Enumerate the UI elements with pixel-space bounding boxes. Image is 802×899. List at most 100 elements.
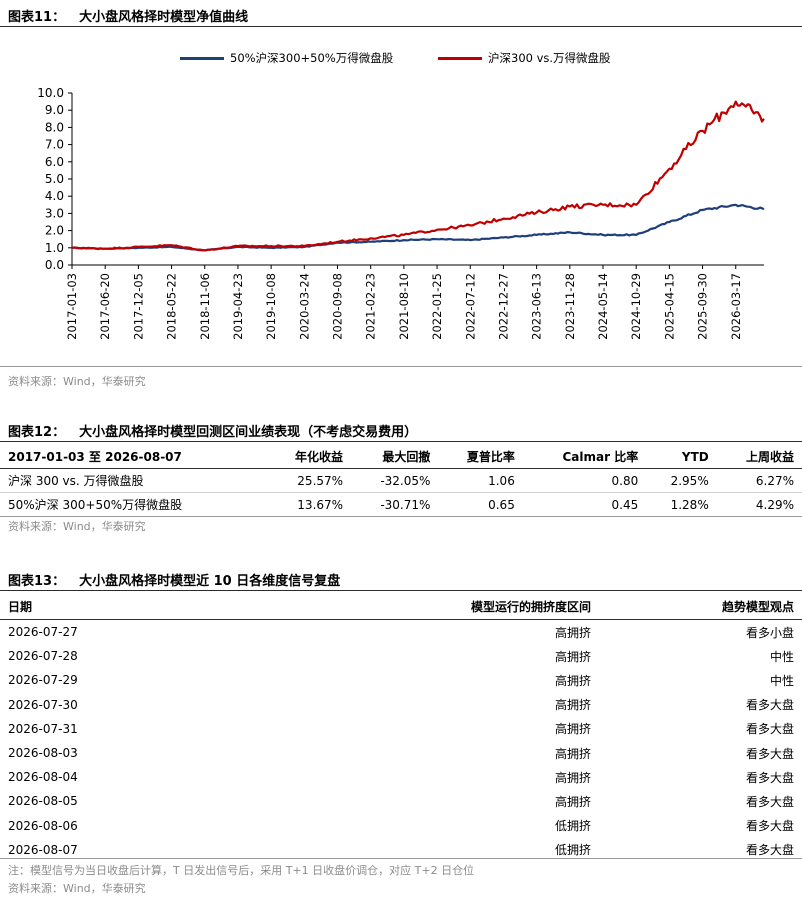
y-tick-label: 3.0 bbox=[45, 206, 64, 220]
row-annual-return: 13.67% bbox=[297, 497, 344, 512]
x-tick-label: 2022-07-12 bbox=[463, 273, 477, 340]
figure-11-title: 图表11： 大小盘风格择时模型净值曲线 bbox=[8, 6, 248, 25]
row-annual-return: 25.57% bbox=[297, 473, 344, 488]
y-tick-label: 7.0 bbox=[45, 138, 64, 152]
figure-13-rule bbox=[0, 590, 802, 591]
figure-13-note: 注：模型信号为当日收盘后计算，T 日发出信号后，采用 T+1 日收盘价调仓，对应… bbox=[8, 864, 475, 877]
row-max-drawdown: -32.05% bbox=[380, 473, 431, 488]
x-tick-label: 2025-09-30 bbox=[696, 273, 710, 340]
row-date: 2026-07-28 bbox=[8, 649, 78, 664]
legend-swatch-blue bbox=[180, 57, 224, 60]
x-tick-label: 2017-01-03 bbox=[65, 273, 79, 340]
figure-11-source: 资料来源：Wind，华泰研究 bbox=[8, 375, 146, 388]
row-crowding: 高拥挤 bbox=[554, 746, 591, 761]
table-row: 50%沪深 300+50%万得微盘股 13.67% -30.71% 0.65 0… bbox=[0, 493, 802, 517]
row-last-week: 6.27% bbox=[755, 473, 794, 488]
figure-12-rule bbox=[0, 441, 802, 442]
row-date: 2026-07-29 bbox=[8, 673, 78, 688]
y-tick-label: 0.0 bbox=[45, 258, 64, 272]
figure-11-rule bbox=[0, 26, 802, 27]
figure-13-bottom-rule bbox=[0, 858, 802, 859]
row-ytd: 1.28% bbox=[670, 497, 709, 512]
table-row: 2026-07-27 高拥挤 看多小盘 bbox=[0, 620, 802, 645]
row-trend-view: 看多大盘 bbox=[745, 819, 794, 834]
figure-12-source: 资料来源：Wind，华泰研究 bbox=[8, 520, 146, 533]
chart-series bbox=[71, 100, 765, 252]
row-trend-view: 看多大盘 bbox=[745, 770, 794, 785]
y-tick-label: 8.0 bbox=[45, 120, 64, 134]
header-last-week: 上周收益 bbox=[745, 450, 794, 464]
row-sharpe: 1.06 bbox=[488, 473, 515, 488]
signal-review-table: 日期 模型运行的拥挤度区间 趋势模型观点 2026-07-27 高拥挤 看多小盘 20… bbox=[0, 593, 802, 862]
row-date: 2026-08-06 bbox=[8, 818, 78, 833]
table-row: 2026-08-07 低拥挤 看多大盘 bbox=[0, 838, 802, 862]
figure-12-title: 图表12： 大小盘风格择时模型回测区间业绩表现（不考虑交易费用） bbox=[8, 421, 417, 440]
row-sharpe: 0.65 bbox=[488, 497, 515, 512]
performance-table: 2017-01-03 至 2026-08-07 年化收益 最大回撤 夏普比率 C… bbox=[0, 445, 802, 517]
figure-11-bottom-rule bbox=[0, 366, 802, 367]
row-crowding: 高拥挤 bbox=[554, 649, 591, 664]
x-tick-label: 2019-04-23 bbox=[231, 273, 245, 340]
row-trend-view: 看多小盘 bbox=[745, 625, 794, 640]
figure-12-label: 图表12： bbox=[8, 425, 66, 440]
figure-13-title: 图表13： 大小盘风格择时模型近 10 日各维度信号复盘 bbox=[8, 570, 340, 589]
figure-12-caption: 大小盘风格择时模型回测区间业绩表现（不考虑交易费用） bbox=[79, 425, 418, 440]
x-tick-label: 2025-04-15 bbox=[662, 273, 676, 340]
header-ytd: YTD bbox=[681, 449, 709, 464]
x-tick-label: 2021-08-10 bbox=[397, 273, 411, 340]
row-trend-view: 看多大盘 bbox=[745, 794, 794, 809]
table-row: 沪深 300 vs. 万得微盘股 25.57% -32.05% 1.06 0.8… bbox=[0, 469, 802, 493]
row-trend-view: 看多大盘 bbox=[745, 746, 794, 761]
x-tick-label: 2017-06-20 bbox=[98, 273, 112, 340]
row-date: 2026-08-03 bbox=[8, 746, 78, 761]
y-tick-label: 4.0 bbox=[45, 189, 64, 203]
header-sharpe: 夏普比率 bbox=[466, 450, 515, 464]
table-row: 2026-07-31 高拥挤 看多大盘 bbox=[0, 717, 802, 741]
legend-swatch-red bbox=[438, 57, 482, 60]
x-tick-label: 2020-03-24 bbox=[297, 273, 311, 340]
row-crowding: 低拥挤 bbox=[554, 819, 591, 834]
header-date: 日期 bbox=[8, 599, 33, 614]
row-trend-view: 看多大盘 bbox=[745, 722, 794, 737]
table-row: 2026-07-29 高拥挤 中性 bbox=[0, 668, 802, 692]
row-strategy-name: 沪深 300 vs. 万得微盘股 bbox=[8, 474, 144, 488]
y-tick-label: 2.0 bbox=[45, 224, 64, 238]
row-trend-view: 中性 bbox=[769, 649, 794, 664]
figure-13-source: 资料来源：Wind，华泰研究 bbox=[8, 882, 146, 895]
x-tick-label: 2018-05-22 bbox=[165, 273, 179, 340]
x-tick-label: 2021-02-23 bbox=[364, 273, 378, 340]
x-tick-label: 2017-12-05 bbox=[131, 273, 145, 340]
y-tick-label: 9.0 bbox=[45, 103, 64, 117]
row-max-drawdown: -30.71% bbox=[380, 497, 431, 512]
row-date: 2026-07-27 bbox=[8, 625, 78, 640]
x-tick-label: 2018-11-06 bbox=[198, 273, 212, 340]
row-ytd: 2.95% bbox=[670, 473, 709, 488]
row-trend-view: 看多大盘 bbox=[745, 843, 794, 858]
table-row: 2026-08-04 高拥挤 看多大盘 bbox=[0, 765, 802, 789]
row-crowding: 低拥挤 bbox=[554, 843, 591, 858]
row-date: 2026-07-30 bbox=[8, 697, 78, 712]
figure-11-label: 图表11： bbox=[8, 10, 66, 25]
row-crowding: 高拥挤 bbox=[554, 794, 591, 809]
figure-11-caption: 大小盘风格择时模型净值曲线 bbox=[79, 10, 249, 25]
signal-header-row: 日期 模型运行的拥挤度区间 趋势模型观点 bbox=[0, 593, 802, 620]
header-annual-return: 年化收益 bbox=[295, 450, 344, 464]
figure-13-caption: 大小盘风格择时模型近 10 日各维度信号复盘 bbox=[79, 574, 341, 589]
y-tick-label: 5.0 bbox=[45, 172, 64, 186]
row-date: 2026-08-07 bbox=[8, 842, 78, 857]
row-crowding: 高拥挤 bbox=[554, 722, 591, 737]
row-crowding: 高拥挤 bbox=[554, 625, 591, 640]
header-trend-view: 趋势模型观点 bbox=[721, 599, 794, 614]
row-trend-view: 中性 bbox=[769, 673, 794, 688]
table-row: 2026-08-03 高拥挤 看多大盘 bbox=[0, 741, 802, 765]
x-tick-label: 2024-10-29 bbox=[629, 273, 643, 340]
signal-table-body: 2026-07-27 高拥挤 看多小盘 2026-07-28 高拥挤 中性 2026-07-… bbox=[0, 620, 802, 862]
row-date: 2026-08-05 bbox=[8, 794, 78, 809]
row-last-week: 4.29% bbox=[755, 497, 794, 512]
y-tick-label: 1.0 bbox=[45, 241, 64, 255]
series-line-blend bbox=[71, 203, 765, 252]
table-row: 2026-07-30 高拥挤 看多大盘 bbox=[0, 693, 802, 717]
x-tick-label: 2020-09-08 bbox=[331, 273, 345, 340]
x-tick-label: 2022-12-27 bbox=[496, 273, 510, 340]
chart-axes: 0.0 1.0 2.0 3.0 4.0 5.0 6.0 7.0 8.0 9.0 10.0 2017-0… bbox=[37, 86, 764, 340]
